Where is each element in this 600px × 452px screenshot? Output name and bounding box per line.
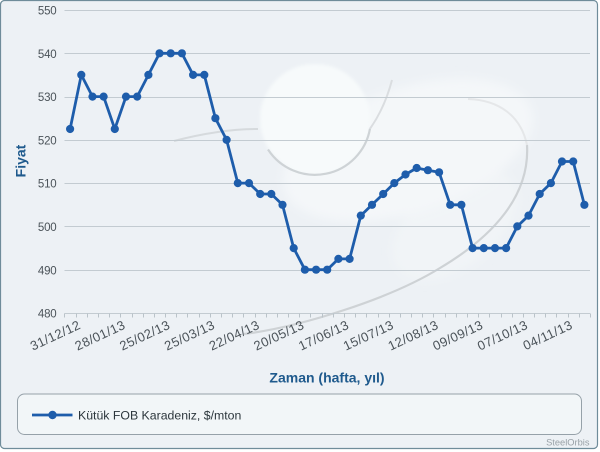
svg-text:Kütük FOB Karadeniz, $/mton: Kütük FOB Karadeniz, $/mton	[78, 408, 242, 422]
svg-text:Zaman (hafta, yıl): Zaman (hafta, yıl)	[269, 370, 384, 386]
svg-text:540: 540	[38, 49, 57, 61]
svg-text:Fiyat: Fiyat	[13, 144, 29, 177]
svg-text:520: 520	[38, 136, 57, 148]
svg-text:490: 490	[38, 265, 57, 277]
svg-text:510: 510	[38, 179, 57, 191]
svg-text:500: 500	[38, 222, 57, 234]
svg-text:480: 480	[38, 309, 57, 321]
svg-text:530: 530	[38, 92, 57, 104]
svg-text:SteelOrbis: SteelOrbis	[546, 438, 590, 448]
svg-text:550: 550	[38, 6, 57, 18]
